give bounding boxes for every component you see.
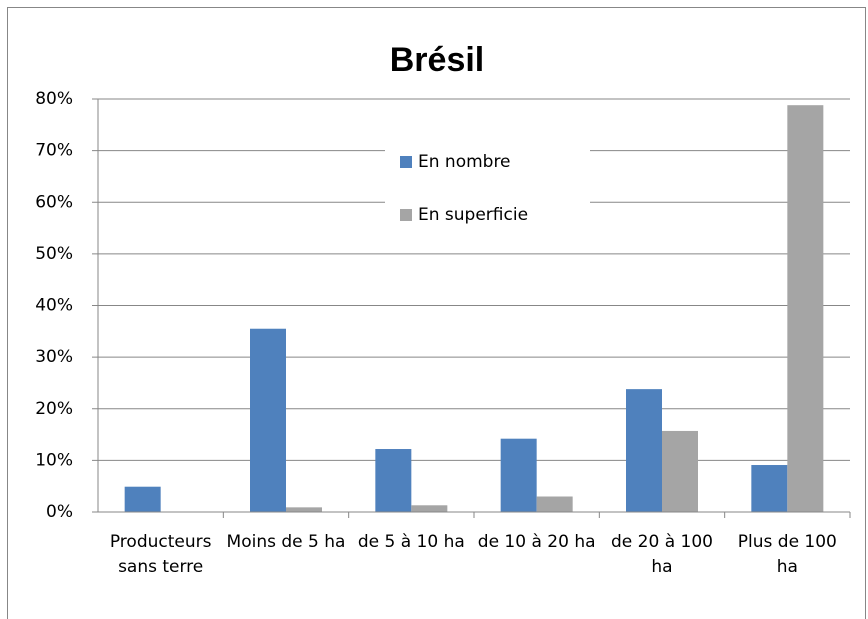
chart-frame bbox=[7, 7, 866, 619]
legend-bg bbox=[385, 140, 590, 235]
bar bbox=[124, 486, 161, 512]
x-tick-label-line: de 10 à 20 ha bbox=[478, 532, 596, 552]
legend-label: En superficie bbox=[418, 205, 528, 225]
bar bbox=[286, 507, 322, 512]
x-tick-label-line: ha bbox=[777, 557, 798, 577]
bar bbox=[250, 328, 286, 512]
bar bbox=[751, 465, 788, 512]
y-tick-label: 60% bbox=[35, 192, 73, 212]
bar bbox=[375, 449, 412, 512]
y-tick-label: 30% bbox=[35, 347, 73, 367]
bar bbox=[626, 389, 662, 512]
y-tick-label: 10% bbox=[35, 450, 73, 470]
bar bbox=[411, 505, 448, 512]
bar bbox=[500, 438, 537, 512]
y-tick-label: 20% bbox=[35, 399, 73, 419]
x-tick-label: de 5 à 10 ha bbox=[358, 532, 465, 552]
x-tick-label-line: Producteurs bbox=[110, 532, 212, 552]
bar bbox=[662, 430, 698, 512]
x-tick-label-line: de 20 à 100 bbox=[611, 532, 713, 552]
x-tick-label-line: Moins de 5 ha bbox=[227, 532, 346, 552]
legend-swatch bbox=[400, 156, 412, 168]
x-tick-label: de 20 à 100 ha bbox=[611, 532, 713, 577]
x-tick-label: Producteurs sans terre bbox=[110, 532, 212, 577]
x-tick-label: Moins de 5 ha bbox=[227, 532, 346, 552]
legend-swatch bbox=[400, 209, 412, 221]
x-tick-label: de 10 à 20 ha bbox=[478, 532, 596, 552]
x-tick-label-line: de 5 à 10 ha bbox=[358, 532, 465, 552]
x-tick-label: Plus de 100 ha bbox=[738, 532, 837, 577]
y-tick-label: 70% bbox=[35, 141, 73, 161]
x-tick-label-line: Plus de 100 bbox=[738, 532, 837, 552]
bar bbox=[787, 105, 824, 512]
bar bbox=[536, 496, 573, 512]
y-tick-label: 40% bbox=[35, 296, 73, 316]
y-tick-label: 80% bbox=[35, 89, 73, 109]
y-tick-label: 50% bbox=[35, 244, 73, 264]
chart-title: Brésil bbox=[390, 41, 485, 79]
x-tick-label-line: sans terre bbox=[118, 557, 203, 577]
y-tick-label: 0% bbox=[46, 502, 73, 522]
x-tick-label-line: ha bbox=[651, 557, 672, 577]
legend-label: En nombre bbox=[418, 152, 511, 172]
